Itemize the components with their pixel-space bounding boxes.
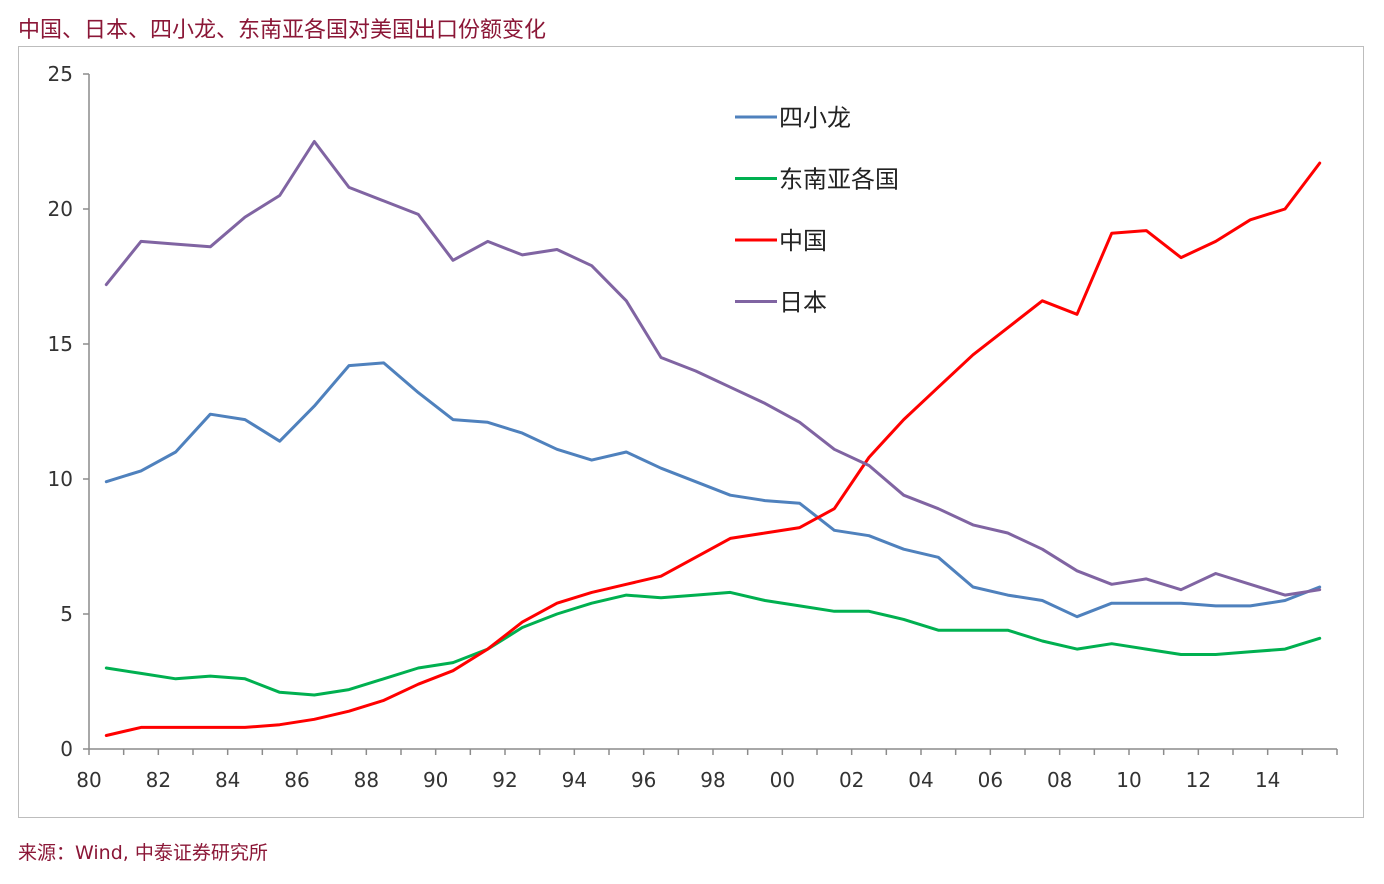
x-tick-label: 88	[354, 768, 379, 792]
x-tick-label: 86	[284, 768, 309, 792]
x-tick-label: 90	[423, 768, 448, 792]
x-tick-label: 92	[492, 768, 517, 792]
legend-label: 中国	[779, 227, 827, 255]
legend-label: 东南亚各国	[779, 166, 899, 194]
x-tick-label: 10	[1116, 768, 1141, 792]
x-tick-label: 96	[631, 768, 656, 792]
x-tick-label: 12	[1186, 768, 1211, 792]
line-chart: 0 5 10 15 20 25 80 82 84 86 88 90 92 94 96 98 00 02 04 06 08…	[48, 62, 1338, 792]
x-tick-label: 08	[1047, 768, 1072, 792]
y-tick-label: 15	[48, 332, 73, 356]
x-tick-label: 80	[76, 768, 101, 792]
x-tick-label: 00	[770, 768, 795, 792]
y-tick-label: 10	[48, 467, 73, 491]
series-line-4	[104, 140, 1322, 597]
x-tick-label: 82	[146, 768, 171, 792]
chart-title: 中国、日本、四小龙、东南亚各国对美国出口份额变化	[18, 18, 547, 43]
legend-label: 四小龙	[779, 104, 851, 132]
y-tick-label: 0	[60, 737, 73, 761]
y-tick-label: 5	[60, 602, 73, 626]
x-tick-label: 94	[562, 768, 587, 792]
legend-label: 日本	[779, 289, 827, 317]
y-tick-label: 25	[48, 62, 73, 86]
series-line-2	[104, 590, 1322, 697]
x-tick-label: 06	[978, 768, 1003, 792]
x-tick-label: 84	[215, 768, 240, 792]
chart-frame: 0 5 10 15 20 25 80 82 84 86 88 90 92 94 96 98 00 02 04 06 08…	[18, 46, 1364, 818]
series-line-1	[104, 361, 1322, 619]
x-tick-label: 04	[908, 768, 933, 792]
series-line-3	[104, 161, 1322, 737]
y-tick-label: 20	[48, 197, 73, 221]
x-tick-label: 02	[839, 768, 864, 792]
x-tick-label: 98	[700, 768, 725, 792]
x-tick-label: 14	[1255, 768, 1280, 792]
source-note: 来源：Wind, 中泰证券研究所	[18, 842, 268, 864]
